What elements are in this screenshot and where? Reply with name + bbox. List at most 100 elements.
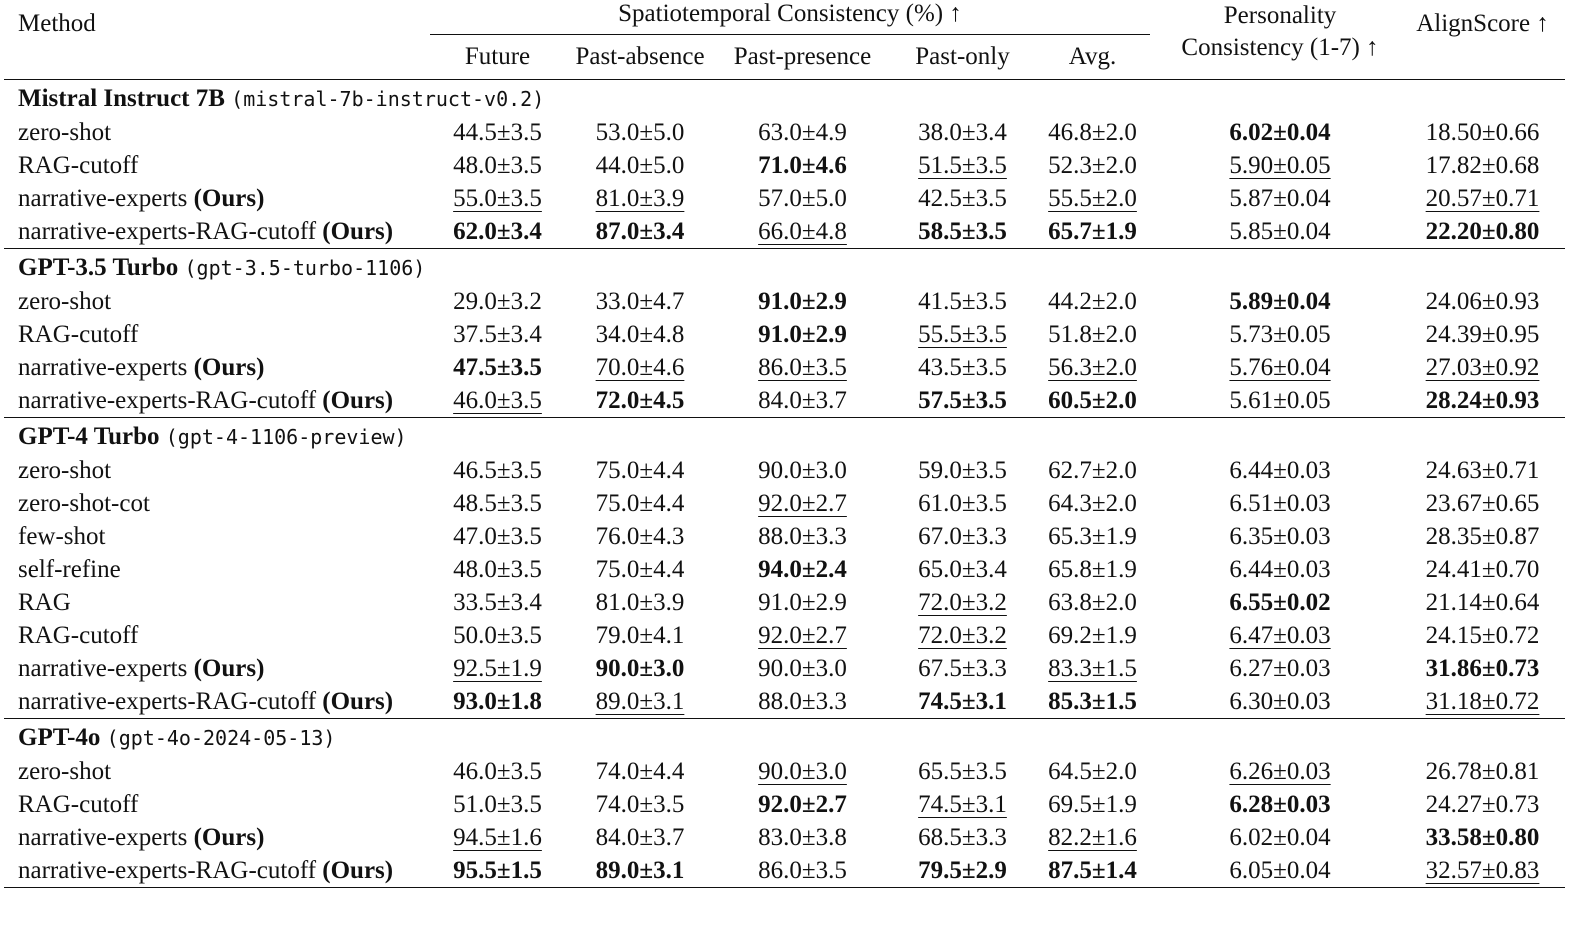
- cell-alignscore: 23.67±0.65: [1400, 487, 1565, 520]
- cell-value: 81.0±3.9: [595, 588, 685, 616]
- cell-past-absence: 75.0±4.4: [565, 454, 715, 487]
- model-name: GPT-3.5 Turbo: [18, 254, 179, 281]
- table-row: zero-shot 29.0±3.2 33.0±4.7 91.0±2.9 41.5±3.…: [4, 285, 1565, 318]
- model-group-title: GPT-4o (gpt-4o-2024-05-13): [4, 718, 1566, 755]
- cell-value: 33.0±4.7: [595, 287, 685, 315]
- cell-past-absence: 70.0±4.6: [565, 351, 715, 384]
- table-row: narrative-experts-RAG-cutoff (Ours) 95.5±…: [4, 854, 1566, 888]
- header-method: Method: [4, 0, 430, 80]
- cell-past-only: 57.5±3.5: [890, 384, 1035, 418]
- cell-value: 87.0±3.4: [595, 217, 685, 245]
- ours-label: (Ours): [322, 386, 394, 414]
- cell-value: 62.0±3.4: [453, 217, 542, 245]
- table-row: narrative-experts-RAG-cutoff (Ours) 62.0±…: [4, 215, 1565, 249]
- header-past-absence: Past-absence: [565, 34, 715, 80]
- cell-avg: 87.5±1.4: [1035, 854, 1151, 888]
- cell-future: 92.5±1.9: [430, 652, 565, 685]
- cell-avg: 52.3±2.0: [1035, 149, 1150, 182]
- cell-personality: 5.89±0.04: [1150, 285, 1400, 318]
- cell-alignscore: 22.20±0.80: [1400, 215, 1565, 249]
- cell-value: 18.50±0.66: [1425, 118, 1540, 146]
- cell-avg: 69.5±1.9: [1035, 788, 1150, 821]
- cell-value: 79.0±4.1: [595, 621, 685, 649]
- cell-alignscore: 24.27±0.73: [1400, 788, 1565, 821]
- cell-value: 6.28±0.03: [1229, 790, 1331, 818]
- cell-value: 6.30±0.03: [1229, 687, 1331, 715]
- cell-value: 91.0±2.9: [758, 320, 847, 348]
- method-cell: narrative-experts-RAG-cutoff (Ours): [4, 384, 430, 418]
- cell-past-absence: 81.0±3.9: [565, 586, 715, 619]
- cell-value: 92.0±2.7: [758, 790, 847, 818]
- table-row: self-refine 48.0±3.5 75.0±4.4 94.0±2.4 65.0±…: [4, 553, 1565, 586]
- method-name: RAG-cutoff: [18, 320, 139, 348]
- method-cell: few-shot: [4, 520, 430, 553]
- cell-future: 37.5±3.4: [430, 318, 565, 351]
- cell-value: 90.0±3.0: [758, 654, 847, 682]
- cell-past-only: 74.5±3.1: [890, 788, 1035, 821]
- cell-value: 65.0±3.4: [918, 555, 1007, 583]
- cell-alignscore: 28.35±0.87: [1400, 520, 1565, 553]
- cell-alignscore: 24.06±0.93: [1400, 285, 1565, 318]
- cell-alignscore: 21.14±0.64: [1400, 586, 1565, 619]
- cell-past-presence: 92.0±2.7: [715, 788, 890, 821]
- cell-value: 90.0±3.0: [758, 456, 847, 484]
- cell-avg: 44.2±2.0: [1035, 285, 1150, 318]
- cell-future: 47.0±3.5: [430, 520, 565, 553]
- cell-past-presence: 90.0±3.0: [715, 755, 890, 788]
- cell-avg: 65.7±1.9: [1035, 215, 1150, 249]
- cell-future: 51.0±3.5: [430, 788, 565, 821]
- cell-avg: 85.3±1.5: [1035, 685, 1150, 719]
- header-spatiotemporal: Spatiotemporal Consistency (%) ↑: [430, 0, 1151, 35]
- cell-alignscore: 32.57±0.83: [1400, 854, 1566, 888]
- cell-personality: 6.47±0.03: [1150, 619, 1400, 652]
- cell-value: 63.0±4.9: [758, 118, 847, 146]
- model-group-title: Mistral Instruct 7B (mistral-7b-instruct…: [4, 80, 1565, 117]
- cell-past-absence: 75.0±4.4: [565, 553, 715, 586]
- cell-past-only: 72.0±3.2: [890, 586, 1035, 619]
- cell-value: 72.0±3.2: [918, 621, 1007, 649]
- table-row: RAG-cutoff 50.0±3.5 79.0±4.1 92.0±2.7 72.0±3…: [4, 619, 1565, 652]
- cell-future: 95.5±1.5: [430, 854, 565, 888]
- ours-label: (Ours): [322, 856, 394, 884]
- cell-value: 47.0±3.5: [453, 522, 542, 550]
- cell-value: 92.5±1.9: [453, 654, 542, 682]
- cell-avg: 64.3±2.0: [1035, 487, 1150, 520]
- cell-past-absence: 76.0±4.3: [565, 520, 715, 553]
- cell-value: 75.0±4.4: [595, 489, 685, 517]
- cell-personality: 6.30±0.03: [1150, 685, 1400, 719]
- method-cell: RAG: [4, 586, 430, 619]
- cell-alignscore: 24.41±0.70: [1400, 553, 1565, 586]
- cell-future: 50.0±3.5: [430, 619, 565, 652]
- table-row: narrative-experts (Ours) 92.5±1.9 90.0±3.0…: [4, 652, 1565, 685]
- cell-past-only: 41.5±3.5: [890, 285, 1035, 318]
- model-name: GPT-4 Turbo: [18, 423, 160, 450]
- cell-value: 44.5±3.5: [453, 118, 542, 146]
- cell-value: 6.27±0.03: [1229, 654, 1331, 682]
- cell-value: 57.5±3.5: [918, 386, 1007, 414]
- cell-alignscore: 31.86±0.73: [1400, 652, 1565, 685]
- table-row: RAG-cutoff 37.5±3.4 34.0±4.8 91.0±2.9 55.5±3…: [4, 318, 1565, 351]
- cell-avg: 60.5±2.0: [1035, 384, 1150, 418]
- cell-value: 51.8±2.0: [1048, 320, 1137, 348]
- cell-value: 66.0±4.8: [758, 217, 847, 245]
- cell-value: 74.5±3.1: [918, 687, 1007, 715]
- cell-past-presence: 88.0±3.3: [715, 520, 890, 553]
- cell-value: 65.5±3.5: [918, 757, 1007, 785]
- cell-value: 41.5±3.5: [918, 287, 1007, 315]
- cell-value: 22.20±0.80: [1425, 217, 1540, 245]
- cell-personality: 6.02±0.04: [1150, 821, 1400, 854]
- cell-value: 60.5±2.0: [1048, 386, 1137, 414]
- cell-past-presence: 90.0±3.0: [715, 652, 890, 685]
- table-row: RAG 33.5±3.4 81.0±3.9 91.0±2.9 72.0±3.2 63.8±…: [4, 586, 1565, 619]
- cell-future: 93.0±1.8: [430, 685, 565, 719]
- cell-past-only: 79.5±2.9: [890, 854, 1035, 888]
- cell-value: 44.2±2.0: [1048, 287, 1137, 315]
- cell-value: 64.3±2.0: [1048, 489, 1137, 517]
- header-past-presence: Past-presence: [715, 34, 890, 80]
- cell-value: 83.3±1.5: [1048, 654, 1137, 682]
- cell-personality: 6.35±0.03: [1150, 520, 1400, 553]
- cell-value: 93.0±1.8: [453, 687, 542, 715]
- cell-past-presence: 71.0±4.6: [715, 149, 890, 182]
- cell-future: 46.0±3.5: [430, 755, 565, 788]
- cell-value: 48.0±3.5: [453, 151, 542, 179]
